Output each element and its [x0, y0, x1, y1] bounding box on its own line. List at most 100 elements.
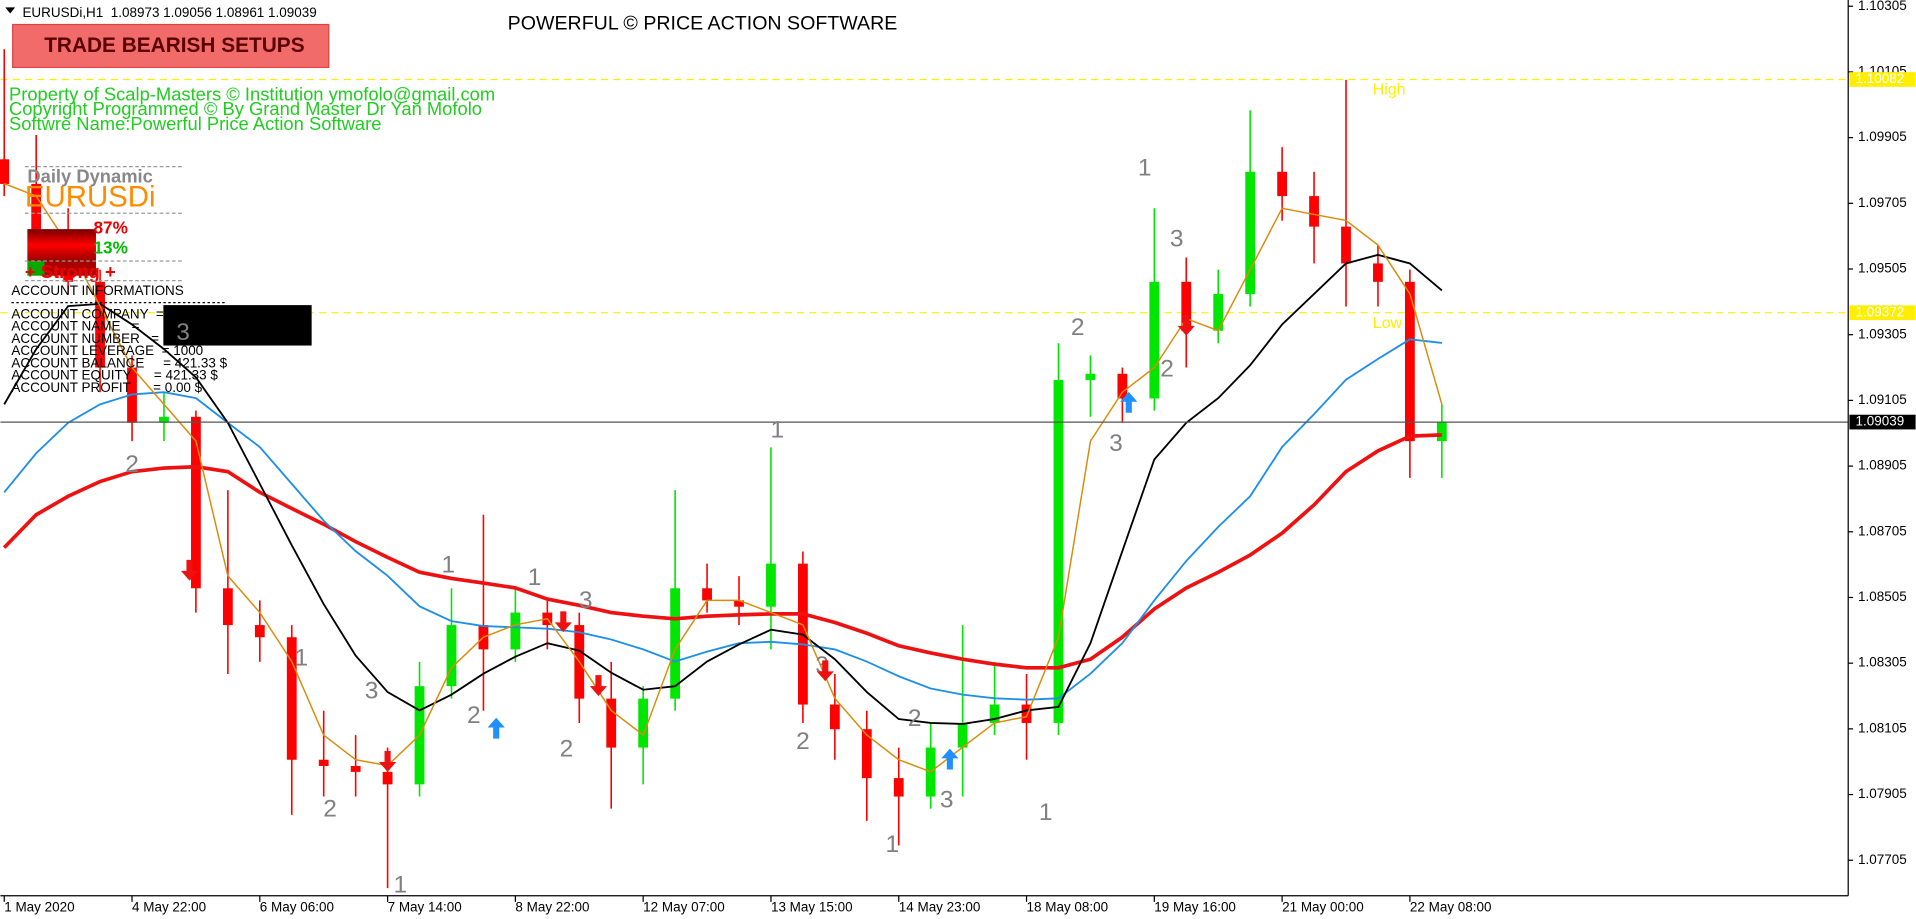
y-tick-label: 1.09305: [1858, 326, 1907, 341]
x-tick-label: 6 May 06:00: [260, 900, 334, 915]
wave-label: 1: [441, 551, 455, 578]
signal-arrow: [1177, 314, 1195, 336]
account-row: ACCOUNT BALANCE = 421.33 $: [11, 355, 227, 370]
candle-body: [446, 625, 457, 687]
candle-body: [1436, 422, 1447, 442]
wave-label: 2: [560, 735, 574, 762]
candle-body: [1245, 171, 1256, 294]
wave-label: 2: [125, 451, 139, 478]
y-tick-label: 1.09905: [1858, 129, 1907, 144]
candle-body: [606, 698, 617, 748]
x-tick-label: 21 May 00:00: [1282, 900, 1364, 915]
candle-body: [318, 759, 329, 766]
signal-arrow: [941, 748, 959, 770]
account-row: ACCOUNT COMPANY =: [11, 306, 163, 321]
signal-arrow: [816, 660, 834, 682]
wave-label: 1: [528, 564, 542, 591]
level-price: 1.10082: [1856, 71, 1905, 86]
y-tick-label: 1.09105: [1858, 392, 1907, 407]
account-mask: [163, 305, 312, 346]
current-price-label: 1.09039: [1856, 414, 1905, 429]
menu-triangle[interactable]: [5, 7, 16, 14]
account-row: ACCOUNT LEVERAGE = 1000: [11, 343, 203, 358]
candle-body: [1404, 281, 1415, 442]
candle-body: [1309, 196, 1319, 227]
signal-arrow: [379, 751, 397, 772]
level-price: 1.09372: [1856, 304, 1905, 319]
signal-arrow: [1120, 391, 1138, 413]
candle-body: [989, 704, 1000, 723]
account-rows: ACCOUNT COMPANY =ACCOUNT NAME =ACCOUNT N…: [11, 306, 227, 395]
candle-body: [1341, 226, 1351, 264]
y-tick-label: 1.10305: [1858, 0, 1907, 13]
candle-body: [1021, 704, 1032, 723]
level-price-box: [1849, 72, 1916, 87]
wave-label: 3: [176, 319, 190, 346]
candle-body: [159, 416, 169, 423]
strength-label: + Strong +: [25, 261, 116, 282]
wave-label: 1: [394, 871, 408, 898]
x-tick-label: 14 May 23:00: [899, 900, 981, 915]
candle-body: [0, 159, 10, 184]
account-title: ACCOUNT INFORMATIONS: [11, 283, 183, 298]
moving-average: [3, 338, 1442, 701]
candle-body: [861, 729, 872, 779]
x-tick-label: 13 May 15:00: [771, 900, 853, 915]
moving-average: [3, 182, 1443, 773]
candle-body: [734, 600, 744, 607]
candle-body: [1149, 281, 1160, 399]
x-tick-label: 8 May 22:00: [515, 900, 589, 915]
bearish-button[interactable]: [12, 23, 330, 69]
bear-percent: 87%: [94, 218, 128, 238]
signal-arrow: [487, 717, 505, 739]
wave-label: 2: [1071, 314, 1085, 341]
candle-body: [382, 771, 393, 785]
credit-line: Softwre Name:Powerful Price Action Softw…: [9, 113, 381, 134]
x-tick-label: 19 May 16:00: [1154, 900, 1236, 915]
candle-body: [1277, 171, 1288, 197]
strength-meter: [27, 229, 96, 261]
candle-body: [222, 588, 233, 626]
y-tick-label: 1.08505: [1858, 589, 1907, 604]
wave-label: 1: [1138, 155, 1152, 182]
candle-body: [1213, 293, 1224, 331]
y-tick-label: 1.09705: [1858, 195, 1907, 210]
candle-body: [957, 722, 968, 748]
wave-label: 1: [1039, 799, 1053, 826]
candle-body: [95, 281, 105, 368]
wave-label: 2: [467, 702, 481, 729]
level-price-box: [1849, 305, 1916, 321]
x-tick-label: 12 May 07:00: [643, 900, 725, 915]
y-tick-label: 1.07905: [1858, 786, 1907, 801]
dynamic-title: Daily Dynamic: [27, 166, 153, 187]
candle-body: [829, 704, 840, 730]
candle-body: [1053, 380, 1064, 723]
dynamic-symbol: EURUSDi: [25, 180, 156, 213]
chart-header: EURUSDi,H1 1.08973 1.09056 1.08961 1.090…: [22, 5, 316, 20]
candle-body: [286, 637, 297, 760]
account-row: ACCOUNT NUMBER =: [11, 331, 159, 346]
bull-percent: 13%: [94, 237, 128, 257]
candle-body: [670, 588, 681, 699]
candle-body: [510, 612, 521, 650]
wave-label: 1: [771, 417, 785, 444]
y-tick-label: 1.09505: [1858, 261, 1907, 276]
moving-average: [3, 253, 1443, 725]
x-tick-label: 7 May 14:00: [388, 900, 462, 915]
wave-label: 3: [1109, 430, 1123, 457]
candle-body: [191, 416, 201, 589]
wave-label: 3: [365, 678, 379, 705]
candle-body: [254, 625, 265, 638]
candle-body: [1085, 373, 1096, 381]
strength-meter-bull: [27, 260, 45, 276]
y-tick-label: 1.08705: [1858, 523, 1907, 538]
wave-label: 1: [886, 831, 900, 858]
credit-line: Copyright Programmed © By Grand Master D…: [9, 98, 482, 119]
x-tick-label: 4 May 22:00: [132, 900, 206, 915]
bearish-button-label[interactable]: TRADE BEARISH SETUPS: [44, 34, 304, 57]
wave-label: 2: [323, 795, 337, 822]
y-tick-label: 1.07705: [1858, 852, 1907, 867]
x-tick-label: 22 May 08:00: [1410, 900, 1492, 915]
candle-body: [31, 183, 42, 233]
